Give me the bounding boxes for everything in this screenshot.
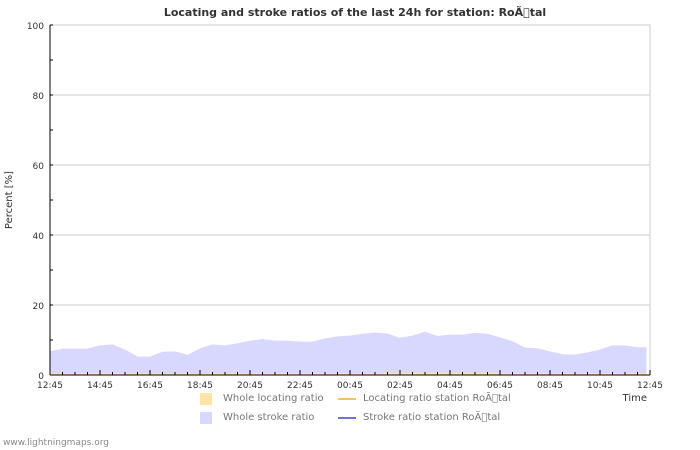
x-tick-label: 22:45 — [287, 381, 313, 391]
x-tick-label: 12:45 — [37, 381, 63, 391]
x-tick-label: 06:45 — [487, 381, 513, 391]
x-tick-label: 14:45 — [87, 381, 113, 391]
legend-swatch — [200, 412, 212, 424]
y-axis-label: Percent [%] — [4, 171, 15, 229]
legend-label: Whole locating ratio — [223, 393, 324, 404]
x-tick-label: 20:45 — [237, 381, 263, 391]
legend-swatch — [338, 398, 356, 400]
x-tick-label: 16:45 — [137, 381, 163, 391]
y-tick-label: 100 — [27, 22, 44, 32]
credit-text: www.lightningmaps.org — [3, 438, 109, 448]
x-tick-label: 04:45 — [437, 381, 463, 391]
x-axis-label: Time — [622, 393, 647, 404]
legend-label: Whole stroke ratio — [223, 412, 315, 423]
legend-label: Locating ratio station RoÃ tal — [363, 393, 511, 404]
x-tick-label: 10:45 — [587, 381, 613, 391]
legend-swatch — [338, 417, 356, 419]
x-tick-label: 08:45 — [537, 381, 563, 391]
area-whole-stroke — [49, 331, 647, 376]
y-tick-label: 40 — [33, 232, 45, 242]
plot-frame — [49, 24, 651, 376]
x-tick-label: 02:45 — [387, 381, 413, 391]
y-tick-label: 0 — [38, 372, 44, 382]
x-tick-label: 00:45 — [337, 381, 363, 391]
chart-title: Locating and stroke ratios of the last 2… — [164, 6, 546, 19]
y-tick-label: 60 — [33, 162, 45, 172]
y-tick-label: 80 — [33, 92, 45, 102]
y-tick-label: 20 — [33, 302, 45, 312]
legend-label: Stroke ratio station RoÃ tal — [363, 412, 501, 423]
legend-swatch — [200, 393, 212, 405]
x-tick-label: 18:45 — [187, 381, 213, 391]
x-tick-label: 12:45 — [637, 381, 663, 391]
